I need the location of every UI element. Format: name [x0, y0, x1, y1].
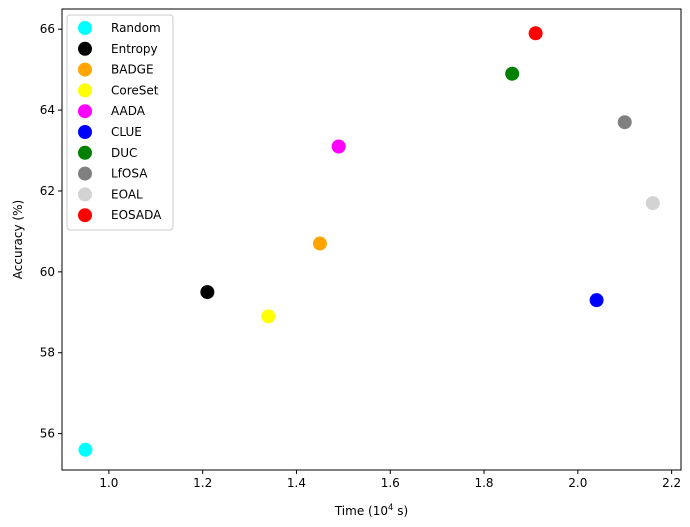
point-entropy — [200, 285, 215, 300]
y-tick-label: 60 — [40, 265, 55, 279]
legend-label-eoal: EOAL — [111, 187, 143, 201]
point-badge — [312, 236, 327, 251]
legend-marker-eoal — [78, 187, 92, 202]
point-lfosa — [617, 115, 632, 130]
legend-marker-entropy — [78, 41, 92, 56]
x-tick-label: 1.8 — [474, 476, 493, 490]
legend-marker-coreset — [78, 83, 92, 98]
legend-label-clue: CLUE — [111, 125, 142, 139]
y-axis-label: Accuracy (%) — [11, 200, 25, 279]
legend-marker-aada — [78, 104, 92, 119]
legend-marker-clue — [78, 125, 92, 139]
legend-label-lfosa: LfOSA — [111, 167, 148, 181]
data-points — [78, 26, 660, 457]
legend-label-entropy: Entropy — [111, 42, 158, 56]
y-tick-label: 66 — [40, 22, 55, 36]
point-eosada — [528, 26, 543, 41]
x-tick-label: 2.2 — [662, 476, 681, 490]
point-eoal — [645, 196, 660, 211]
x-axis-ticks: 1.0 1.2 1.4 1.6 1.8 2.0 2.2 — [99, 470, 681, 490]
y-tick-label: 58 — [40, 346, 55, 360]
legend-box — [66, 14, 174, 231]
legend: Random Entropy BADGE CoreSet AADA CLUE DUC LfOS… — [66, 14, 174, 231]
point-duc — [505, 66, 520, 81]
point-clue — [589, 293, 604, 308]
legend-label-aada: AADA — [111, 104, 146, 118]
y-tick-label: 64 — [40, 103, 55, 117]
legend-marker-eosada — [78, 208, 92, 223]
point-random — [78, 442, 93, 457]
legend-marker-badge — [78, 62, 92, 77]
point-aada — [331, 139, 346, 154]
x-tick-label: 1.4 — [287, 476, 306, 490]
x-tick-label: 1.2 — [193, 476, 212, 490]
y-axis-ticks: 56 58 60 62 64 66 — [40, 22, 62, 441]
point-coreset — [261, 309, 276, 324]
x-axis-label: Time (104 s) — [334, 503, 408, 518]
legend-marker-random — [78, 21, 92, 35]
y-tick-label: 56 — [40, 427, 55, 441]
y-tick-label: 62 — [40, 184, 55, 198]
legend-label-badge: BADGE — [111, 63, 154, 77]
x-tick-label: 1.0 — [99, 476, 118, 490]
x-tick-label: 1.6 — [381, 476, 400, 490]
legend-marker-lfosa — [78, 166, 92, 181]
legend-label-eosada: EOSADA — [111, 208, 162, 222]
legend-label-coreset: CoreSet — [111, 83, 159, 97]
legend-label-duc: DUC — [111, 146, 137, 160]
legend-marker-duc — [78, 145, 92, 160]
x-tick-label: 2.0 — [568, 476, 587, 490]
plot-area-frame — [61, 8, 682, 471]
legend-label-random: Random — [111, 21, 161, 35]
